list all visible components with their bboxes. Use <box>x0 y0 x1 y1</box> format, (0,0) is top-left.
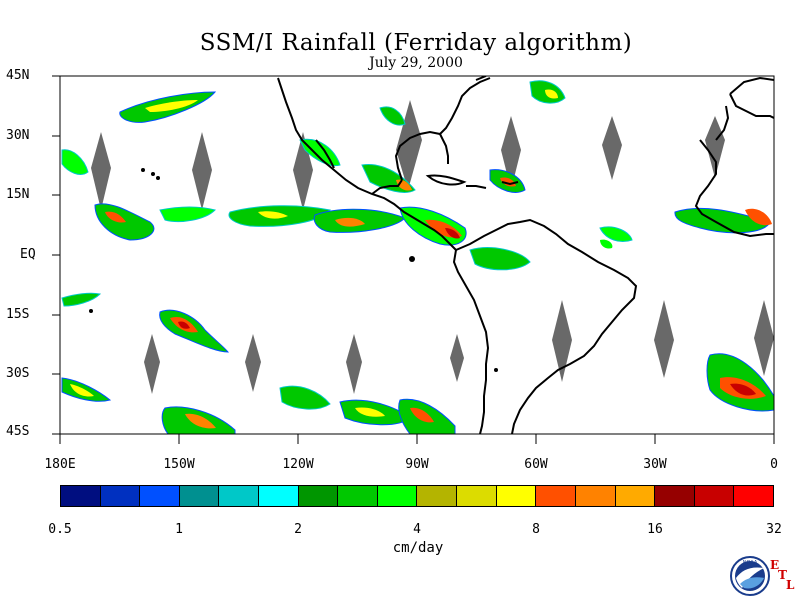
etl-letter-l: L <box>786 578 795 592</box>
noaa-logo-text: NOAA <box>743 560 758 566</box>
colorbar-tick-8: 8 <box>532 522 540 537</box>
rain-areas <box>61 80 774 434</box>
colorbar-swatch <box>694 486 735 506</box>
etl-logo: E T L <box>770 556 800 596</box>
colorbar-tick-32: 32 <box>766 522 782 537</box>
colorbar-swatch <box>338 486 378 506</box>
colorbar-swatch <box>734 486 773 506</box>
coastlines <box>277 76 774 434</box>
colorbar-swatch <box>615 486 656 506</box>
colorbar <box>60 485 774 507</box>
colorbar-swatch <box>575 486 616 506</box>
colorbar-swatch <box>179 486 220 506</box>
colorbar-swatch <box>140 486 180 506</box>
lon-label-60w: 60W <box>524 457 548 472</box>
lon-label-0: 0 <box>770 457 778 472</box>
colorbar-swatch <box>259 486 299 506</box>
islands <box>89 168 498 372</box>
colorbar-swatch <box>61 486 101 506</box>
colorbar-swatch <box>100 486 141 506</box>
lat-label-15s: 15S <box>6 307 30 322</box>
lat-label-45n: 45N <box>6 68 30 83</box>
colorbar-tick-1: 1 <box>175 522 183 537</box>
lat-label-15n: 15N <box>6 187 30 202</box>
rainfall-map <box>52 75 775 444</box>
colorbar-swatch <box>219 486 260 506</box>
colorbar-swatch <box>655 486 695 506</box>
colorbar-swatch <box>417 486 458 506</box>
swath-gaps <box>91 100 774 394</box>
lon-label-150w: 150W <box>163 457 195 472</box>
lon-label-90w: 90W <box>405 457 429 472</box>
colorbar-tick-2: 2 <box>294 522 302 537</box>
axis-ticks <box>52 75 775 444</box>
noaa-logo: NOAA <box>730 556 770 596</box>
colorbar-swatch <box>457 486 497 506</box>
lon-label-180e: 180E <box>44 457 76 472</box>
colorbar-tick-4: 4 <box>413 522 421 537</box>
lat-label-30s: 30S <box>6 366 30 381</box>
lat-label-eq: EQ <box>20 247 36 262</box>
etl-letter-t: T <box>778 568 787 582</box>
colorbar-swatch <box>377 486 418 506</box>
colorbar-unit: cm/day <box>392 540 444 556</box>
lat-label-45s: 45S <box>6 424 30 439</box>
colorbar-tick-0.5: 0.5 <box>48 522 72 537</box>
colorbar-swatch <box>496 486 537 506</box>
etl-letter-e: E <box>770 558 780 572</box>
colorbar-swatch <box>536 486 576 506</box>
map-subtitle: July 29, 2000 <box>369 55 463 71</box>
colorbar-tick-16: 16 <box>647 522 663 537</box>
map-title: SSM/I Rainfall (Ferriday algorithm) <box>199 30 633 56</box>
lon-label-120w: 120W <box>282 457 314 472</box>
colorbar-swatch <box>298 486 339 506</box>
lat-label-30n: 30N <box>6 128 30 143</box>
lon-label-30w: 30W <box>643 457 667 472</box>
